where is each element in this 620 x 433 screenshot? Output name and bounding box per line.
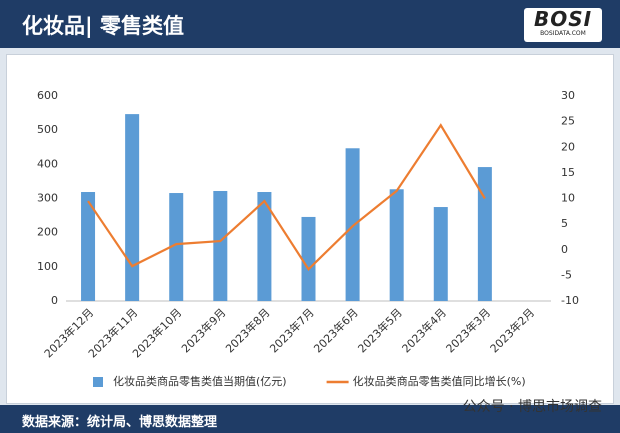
y2-tick-label: 15 <box>561 166 575 179</box>
header-title: 化妆品| 零售类值 <box>22 14 184 38</box>
chart: 0 100 200 300 400 500 600 -10 -5 0 5 10 15 20 25 30 2023… <box>37 89 579 388</box>
legend-swatch <box>93 377 103 387</box>
x-tick-label: 2023年2月 <box>487 305 537 355</box>
y-tick-label: 300 <box>37 192 58 205</box>
data-source: 数据来源：统计局、博思数据整理 <box>22 415 218 430</box>
x-tick-label: 2023年3月 <box>443 305 493 355</box>
y2-tick-label: 20 <box>561 140 575 153</box>
bar <box>169 193 184 301</box>
bar <box>345 148 360 301</box>
x-tick-label: 2023年4月 <box>399 305 449 355</box>
bar <box>433 207 448 301</box>
account: 公众号 · 博思市场调查 <box>462 399 602 415</box>
x-tick-label: 2023年5月 <box>355 305 405 355</box>
y2-tick-label: -5 <box>561 268 572 281</box>
y-tick-label: 200 <box>37 226 58 239</box>
y-tick-label: 100 <box>37 260 58 273</box>
logo-subtext: BOSIDATA.COM <box>540 30 586 37</box>
y2-tick-label: 25 <box>561 115 575 128</box>
bar <box>81 192 96 301</box>
x-tick-label: 2023年8月 <box>222 305 272 355</box>
y2-tick-label: 30 <box>561 89 575 102</box>
y-tick-label: 0 <box>51 294 58 307</box>
x-tick-label: 2023年6月 <box>311 305 361 355</box>
y-tick-label: 400 <box>37 157 58 170</box>
bar <box>125 114 140 301</box>
bar <box>213 190 228 301</box>
bar <box>301 216 316 301</box>
legend-label: 化妆品类商品零售类值当期值(亿元) <box>113 374 287 388</box>
y2-tick-label: 5 <box>561 217 568 230</box>
x-tick-label: 2023年7月 <box>267 305 317 355</box>
y2-tick-label: 0 <box>561 243 568 256</box>
line <box>87 123 486 271</box>
bar <box>477 167 492 301</box>
logo: BOSI BOSIDATA.COM <box>524 8 602 42</box>
legend-label: 化妆品类商品零售类值同比增长(%) <box>353 374 526 388</box>
footer: 数据来源：统计局、博思数据整理 <box>0 405 620 433</box>
bar <box>389 189 404 301</box>
chart-panel: 0 100 200 300 400 500 600 -10 -5 0 5 10 15 20 25 30 2023… <box>6 54 614 404</box>
logo-text: BOSI <box>533 7 593 31</box>
y2-tick-label: -10 <box>561 294 579 307</box>
y-tick-label: 600 <box>37 89 58 102</box>
header: 化妆品| 零售类值 BOSI BOSIDATA.COM <box>0 0 620 48</box>
y2-tick-label: 10 <box>561 192 575 205</box>
y-tick-label: 500 <box>37 123 58 136</box>
x-tick-label: 2023年9月 <box>178 305 228 355</box>
bar <box>257 192 272 301</box>
